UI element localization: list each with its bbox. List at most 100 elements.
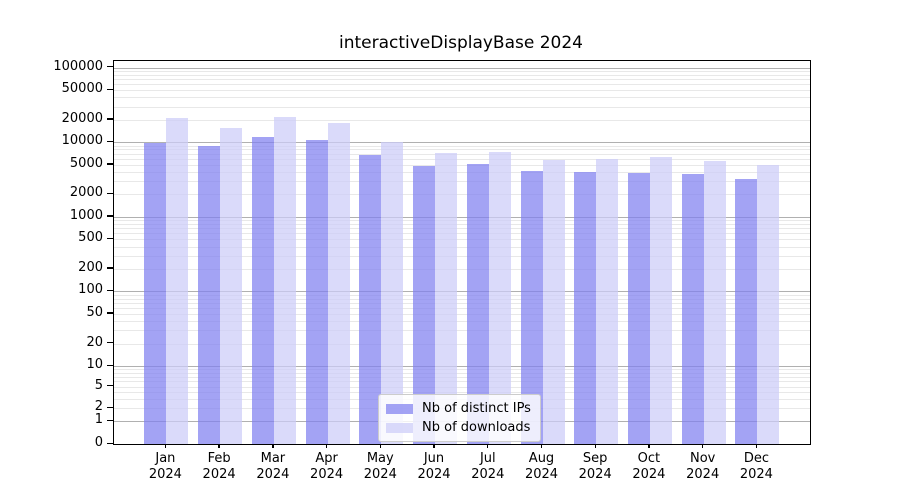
gridline-minor <box>114 149 810 151</box>
gridline-major <box>114 291 810 293</box>
x-tick-mark <box>540 444 543 448</box>
x-tick-label-jan: Jan 2024 <box>148 451 182 482</box>
y-tick-label-100: 100 <box>78 282 103 298</box>
chart-title: interactiveDisplayBase 2024 <box>338 33 583 53</box>
gridline-minor <box>114 153 810 155</box>
y-tick-label-50000: 50000 <box>61 81 103 97</box>
x-tick-mark <box>594 444 596 448</box>
bar-nb-of-distinct-ips-jun <box>413 166 435 444</box>
y-tick-mark <box>107 163 113 165</box>
gridline-minor <box>114 381 810 383</box>
x-tick-mark <box>487 444 489 448</box>
legend: Nb of distinct IPs Nb of downloads <box>378 394 541 442</box>
bar-nb-of-downloads-dec <box>757 165 780 444</box>
gridline-minor <box>114 330 810 332</box>
x-tick-label-apr: Apr 2024 <box>310 451 344 482</box>
gridline-minor <box>114 294 810 296</box>
y-tick-label-5: 5 <box>94 377 103 393</box>
gridline-minor <box>114 303 810 304</box>
y-tick-mark <box>107 237 113 240</box>
gridline-minor <box>114 119 810 121</box>
x-tick-mark <box>164 444 167 448</box>
gridline-minor <box>114 369 810 371</box>
x-tick-mark <box>755 444 758 448</box>
y-tick-mark <box>107 267 113 269</box>
bar-nb-of-distinct-ips-aug <box>520 171 543 444</box>
gridline-minor <box>114 233 810 235</box>
gridline-minor <box>114 372 810 374</box>
gridline-minor <box>114 224 810 225</box>
y-tick-mark <box>107 289 113 292</box>
bar-nb-of-distinct-ips-may <box>359 154 382 444</box>
gridline-minor <box>114 228 810 230</box>
gridline-minor <box>114 298 810 300</box>
x-tick-label-dec: Dec 2024 <box>739 451 773 482</box>
gridline-major <box>114 216 810 218</box>
gridline-minor <box>114 391 810 393</box>
x-tick-label-feb: Feb 2024 <box>202 451 236 482</box>
x-tick-label-jun: Jun 2024 <box>417 451 451 482</box>
bar-nb-of-distinct-ips-jan <box>144 142 167 444</box>
y-tick-mark <box>107 442 113 444</box>
bar-nb-of-distinct-ips-feb <box>198 146 221 444</box>
legend-label-downloads: Nb of downloads <box>422 420 531 435</box>
plot-area: Nb of distinct IPs Nb of downloads <box>113 60 811 445</box>
gridline-minor <box>114 386 810 388</box>
gridline-minor <box>114 376 810 378</box>
gridline-minor <box>114 145 810 147</box>
legend-label-distinct-ips: Nb of distinct IPs <box>422 401 531 416</box>
y-tick-label-100000: 100000 <box>53 58 103 74</box>
y-tick-label-20: 20 <box>86 334 103 350</box>
y-tick-label-2: 2 <box>94 399 103 414</box>
bar-nb-of-distinct-ips-oct <box>627 172 650 444</box>
gridline-minor <box>114 194 810 196</box>
x-tick-label-sep: Sep 2024 <box>578 451 612 482</box>
x-tick-mark <box>218 444 220 448</box>
x-tick-mark <box>325 444 328 448</box>
gridline-major <box>114 142 810 144</box>
gridline-minor <box>114 307 810 309</box>
y-tick-mark <box>107 364 113 366</box>
bar-nb-of-distinct-ips-mar <box>251 137 274 444</box>
gridline-minor <box>114 313 810 315</box>
y-tick-label-500: 500 <box>78 230 103 246</box>
gridline-minor <box>114 171 810 173</box>
x-tick-label-mar: Mar 2024 <box>256 451 290 482</box>
y-tick-label-2000: 2000 <box>69 185 103 201</box>
y-tick-label-1: 1 <box>94 412 103 427</box>
legend-swatch-distinct-ips <box>386 403 413 414</box>
y-tick-label-200: 200 <box>78 259 103 275</box>
gridline-minor <box>114 74 810 76</box>
y-tick-mark <box>107 215 113 217</box>
x-tick-mark <box>648 444 650 448</box>
x-tick-mark <box>433 444 435 448</box>
y-tick-label-1000: 1000 <box>69 207 103 223</box>
gridline-minor <box>114 220 810 222</box>
gridline-minor <box>114 343 810 345</box>
gridline-minor <box>114 97 810 99</box>
bar-nb-of-distinct-ips-nov <box>681 173 704 444</box>
legend-swatch-downloads <box>386 422 413 433</box>
bar-nb-of-downloads-nov <box>703 161 726 444</box>
gridline-major <box>114 366 810 367</box>
bar-nb-of-distinct-ips-sep <box>574 171 597 444</box>
bar-nb-of-downloads-jul <box>488 152 511 444</box>
y-tick-label-5000: 5000 <box>69 155 103 171</box>
bar-nb-of-downloads-mar <box>273 117 296 444</box>
bar-nb-of-downloads-may <box>381 142 404 444</box>
y-tick-mark <box>107 140 113 143</box>
x-tick-mark <box>379 444 381 448</box>
gridline-minor <box>114 84 810 86</box>
bar-nb-of-downloads-apr <box>327 123 350 444</box>
gridline-minor <box>114 239 810 241</box>
x-tick-label-jul: Jul 2024 <box>471 451 505 482</box>
y-tick-label-10: 10 <box>86 357 103 372</box>
x-tick-label-aug: Aug 2024 <box>524 451 559 482</box>
gridline-minor <box>114 255 810 257</box>
bar-nb-of-downloads-jun <box>435 152 457 444</box>
bar-nb-of-downloads-sep <box>596 159 619 444</box>
x-tick-label-nov: Nov 2024 <box>686 451 720 482</box>
y-tick-label-20000: 20000 <box>61 110 103 126</box>
x-tick-mark <box>272 444 274 448</box>
